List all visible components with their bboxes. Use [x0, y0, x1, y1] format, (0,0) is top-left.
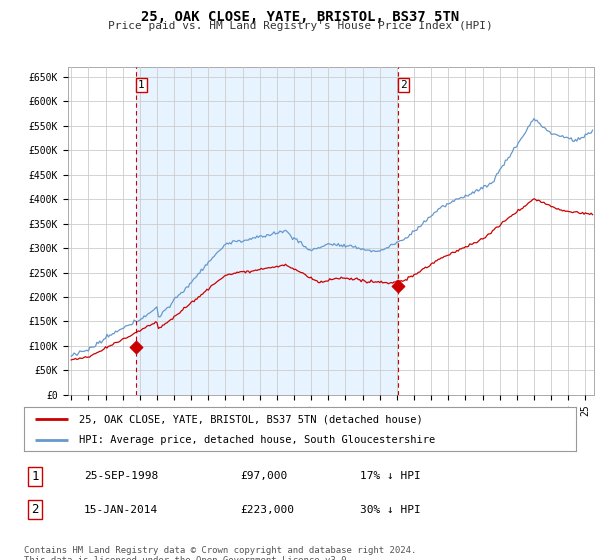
Text: £97,000: £97,000	[240, 471, 287, 481]
Text: 25, OAK CLOSE, YATE, BRISTOL, BS37 5TN (detached house): 25, OAK CLOSE, YATE, BRISTOL, BS37 5TN (…	[79, 414, 423, 424]
Bar	[136, 67, 398, 395]
Text: 2: 2	[400, 80, 407, 90]
Text: 1: 1	[31, 470, 38, 483]
Text: 1: 1	[138, 80, 145, 90]
Point	[393, 281, 403, 290]
Text: 2: 2	[31, 503, 38, 516]
Text: HPI: Average price, detached house, South Gloucestershire: HPI: Average price, detached house, Sout…	[79, 435, 436, 445]
Text: 15-JAN-2014: 15-JAN-2014	[84, 505, 158, 515]
Text: Price paid vs. HM Land Registry's House Price Index (HPI): Price paid vs. HM Land Registry's House …	[107, 21, 493, 31]
Text: 25, OAK CLOSE, YATE, BRISTOL, BS37 5TN: 25, OAK CLOSE, YATE, BRISTOL, BS37 5TN	[141, 10, 459, 24]
Point	[131, 343, 140, 352]
Text: 25-SEP-1998: 25-SEP-1998	[84, 471, 158, 481]
Text: Contains HM Land Registry data © Crown copyright and database right 2024.
This d: Contains HM Land Registry data © Crown c…	[24, 546, 416, 560]
Text: 17% ↓ HPI: 17% ↓ HPI	[360, 471, 421, 481]
Text: 30% ↓ HPI: 30% ↓ HPI	[360, 505, 421, 515]
Text: £223,000: £223,000	[240, 505, 294, 515]
